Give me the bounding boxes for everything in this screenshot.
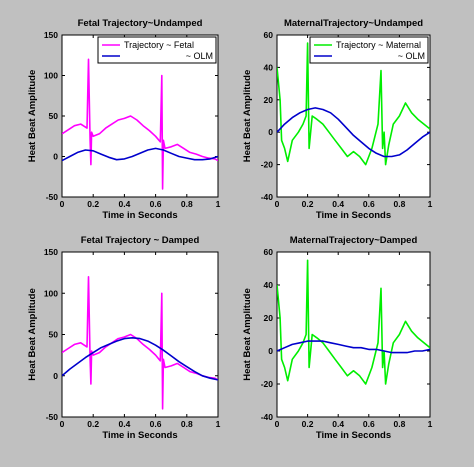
y-tick-label: 60: [264, 247, 274, 257]
x-tick-label: 0.4: [118, 419, 130, 429]
chart-4: MaternalTrajectory~Damped 0 0.2 0.4 0.6 0.8 1 6…: [242, 235, 433, 441]
y-axis-label: Heat Beat Amplitude: [242, 70, 253, 163]
series-line-1: [62, 58, 218, 190]
y-tick-label: 40: [264, 62, 274, 72]
chart-title: MaternalTrajectory~Damped: [290, 235, 418, 246]
x-tick-label: 0: [60, 199, 65, 209]
y-tick-label: -40: [261, 412, 274, 422]
y-tick-label: 0: [268, 346, 273, 356]
x-tick-label: 0.8: [393, 419, 405, 429]
y-axis-label: Heat Beat Amplitude: [27, 288, 38, 381]
x-tick-label: 0.4: [332, 199, 344, 209]
chart-title: Fetal Trajectory ~ Damped: [81, 235, 200, 246]
y-tick-label: 50: [49, 330, 59, 340]
y-tick-label: -20: [261, 379, 274, 389]
y-tick-label: -20: [261, 160, 274, 170]
x-tick-label: 0.8: [181, 419, 193, 429]
chart-title: Fetal Trajectory~Undamped: [78, 18, 203, 29]
x-tick-label: 0.6: [363, 199, 375, 209]
y-tick-label: 20: [264, 95, 274, 105]
x-axis-label: Time in Seconds: [316, 430, 391, 441]
x-tick-label: 0.2: [302, 419, 314, 429]
series-line-2: [62, 336, 218, 381]
legend: Trajectory ~ Maternal~ OLM: [309, 36, 429, 64]
series-line-2: [62, 147, 218, 162]
x-axis-label: Time in Seconds: [316, 210, 391, 221]
y-tick-label: 0: [268, 127, 273, 137]
y-tick-label: 20: [264, 313, 274, 323]
plot-area: [276, 251, 431, 418]
y-tick-label: -40: [261, 192, 274, 202]
legend-entry: ~ OLM: [186, 51, 213, 61]
y-tick-label: 0: [53, 371, 58, 381]
x-axis-label: Time in Seconds: [102, 210, 177, 221]
x-tick-label: 0: [275, 199, 280, 209]
chart-3: Fetal Trajectory ~ Damped 0 0.2 0.4 0.6 0.8 1 1…: [27, 235, 221, 441]
x-tick-label: 0: [60, 419, 65, 429]
y-axis-label: Heat Beat Amplitude: [242, 288, 253, 381]
x-tick-label: 1: [216, 419, 221, 429]
x-tick-label: 1: [216, 199, 221, 209]
y-tick-label: 50: [49, 111, 59, 121]
legend-entry: ~ OLM: [398, 51, 425, 61]
series-line-1: [277, 42, 430, 166]
chart-title: MaternalTrajectory~Undamped: [284, 18, 423, 29]
y-tick-label: 40: [264, 280, 274, 290]
x-tick-label: 0.4: [332, 419, 344, 429]
x-tick-label: 0.8: [393, 199, 405, 209]
y-tick-label: -50: [46, 412, 59, 422]
y-tick-label: 100: [44, 288, 58, 298]
legend-box: [97, 36, 217, 64]
y-tick-label: 150: [44, 247, 58, 257]
y-tick-label: 150: [44, 30, 58, 40]
x-tick-label: 0.2: [87, 199, 99, 209]
x-axis-label: Time in Seconds: [102, 430, 177, 441]
chart-2: MaternalTrajectory~Undamped 0 0.2 0.4 0.6 0.8…: [242, 18, 433, 221]
series-line-2: [277, 340, 430, 354]
x-tick-label: 0.6: [150, 199, 162, 209]
legend-entry: Trajectory ~ Maternal: [336, 40, 421, 50]
x-tick-label: 0.2: [302, 199, 314, 209]
x-tick-label: 1: [428, 199, 433, 209]
plot-area: [61, 251, 219, 418]
y-tick-label: -50: [46, 192, 59, 202]
legend-entry: Trajectory ~ Fetal: [124, 40, 194, 50]
series-line-1: [277, 259, 430, 385]
x-tick-label: 0: [275, 419, 280, 429]
chart-1: Fetal Trajectory~Undamped 0 0.2 0.4 0.6 0.8 1 1…: [27, 18, 221, 221]
x-tick-label: 0.8: [181, 199, 193, 209]
y-tick-label: 0: [53, 152, 58, 162]
x-tick-label: 0.2: [87, 419, 99, 429]
legend-box: [309, 36, 429, 64]
y-axis-label: Heat Beat Amplitude: [27, 70, 38, 163]
x-tick-label: 0.6: [150, 419, 162, 429]
y-tick-label: 100: [44, 71, 58, 81]
x-tick-label: 0.6: [363, 419, 375, 429]
series-line-1: [62, 275, 218, 410]
legend: Trajectory ~ Fetal~ OLM: [97, 36, 217, 64]
y-tick-label: 60: [264, 30, 274, 40]
x-tick-label: 0.4: [118, 199, 130, 209]
series-line-2: [277, 107, 430, 158]
x-tick-label: 1: [428, 419, 433, 429]
